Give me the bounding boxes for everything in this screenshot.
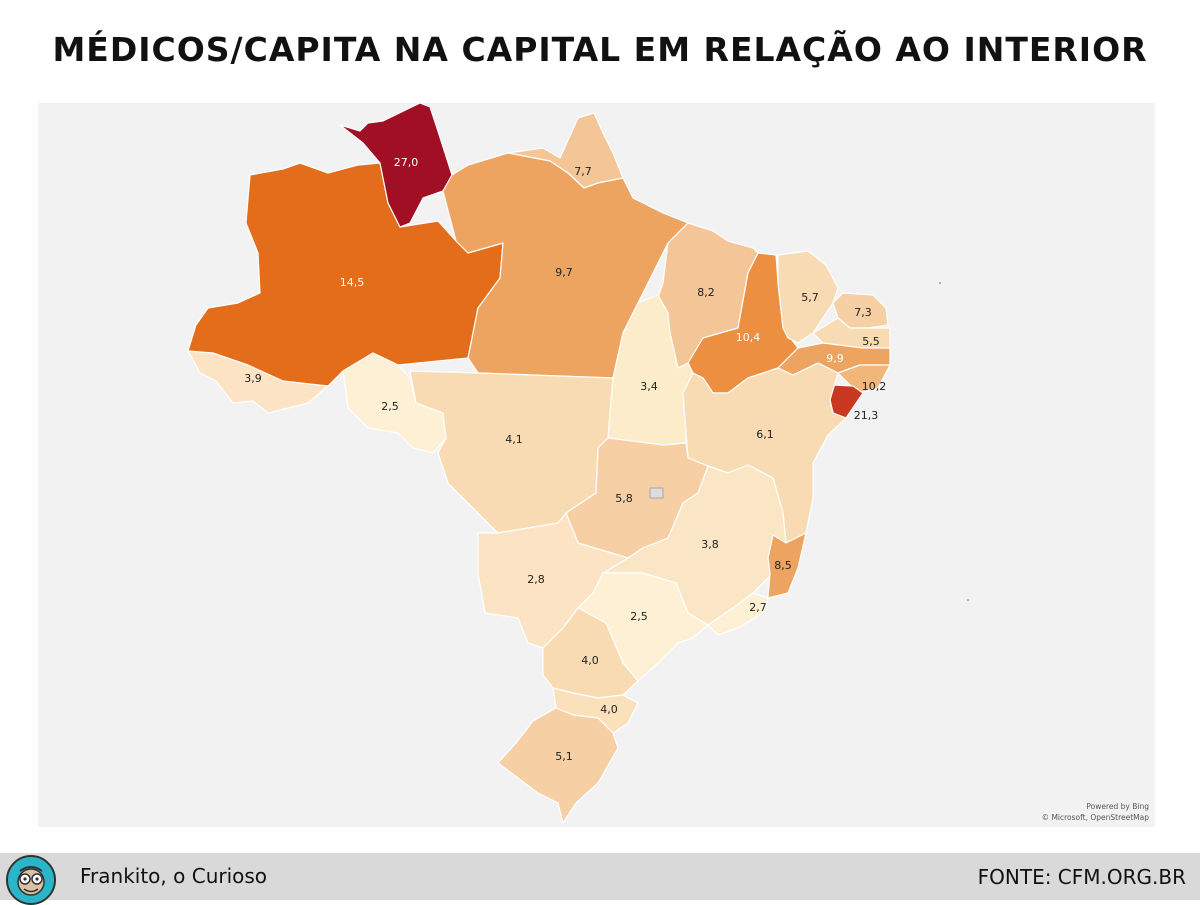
label-roraima: 27,0 [394,156,419,169]
label-rio-grande-do-norte: 7,3 [854,306,872,319]
map-dot [967,599,969,601]
federal-district[interactable] [649,487,664,499]
monkey-avatar-icon [6,855,56,905]
label-alagoas: 10,2 [862,380,887,393]
brazil-choropleth: 27,0 14,5 7,7 9,7 3,9 2,5 8,2 10,4 5,7 7… [187,103,969,824]
footer-bar: Frankito, o Curioso FONTE: CFM.ORG.BR [0,853,1200,905]
label-goias: 5,8 [615,492,633,505]
attribution-line-2: © Microsoft, OpenStreetMap [1041,813,1149,822]
state-amazonas[interactable] [187,162,504,387]
label-maranhao: 8,2 [697,286,715,299]
state-para[interactable] [442,152,689,379]
label-paraiba: 5,5 [862,335,880,348]
label-rio-de-janeiro: 2,7 [749,601,767,614]
label-pernambuco: 9,9 [826,352,844,365]
attribution-line-1: Powered by Bing [1086,802,1149,811]
source-credit: FONTE: CFM.ORG.BR [977,865,1186,889]
label-sergipe: 21,3 [854,409,879,422]
label-rondonia: 2,5 [381,400,399,413]
label-santa-catarina: 4,0 [600,703,618,716]
state-rio-de-janeiro[interactable] [707,592,769,636]
map: 27,0 14,5 7,7 9,7 3,9 2,5 8,2 10,4 5,7 7… [38,103,1155,827]
label-sao-paulo: 2,5 [630,610,648,623]
label-ceara: 5,7 [801,291,819,304]
state-parana[interactable] [542,607,639,699]
label-para: 9,7 [555,266,573,279]
state-rio-grande-do-sul[interactable] [497,707,619,824]
map-attribution: Powered by Bing © Microsoft, OpenStreetM… [1042,801,1149,823]
label-acre: 3,9 [244,372,262,385]
label-rio-grande-do-sul: 5,1 [555,750,573,763]
label-mato-grosso: 4,1 [505,433,523,446]
page-title: MÉDICOS/CAPITA NA CAPITAL EM RELAÇÃO AO … [52,30,1148,69]
label-espirito-santo: 8,5 [774,559,792,572]
label-amazonas: 14,5 [340,276,365,289]
label-mato-grosso-do-sul: 2,8 [527,573,545,586]
label-amapa: 7,7 [574,165,592,178]
label-minas-gerais: 3,8 [701,538,719,551]
map-dot [939,282,941,284]
author-name: Frankito, o Curioso [80,864,268,888]
state-rondonia[interactable] [342,352,447,454]
label-bahia: 6,1 [756,428,774,441]
label-piaui: 10,4 [736,331,761,344]
label-tocantins: 3,4 [640,380,658,393]
state-espirito-santo[interactable] [767,532,807,599]
label-parana: 4,0 [581,654,599,667]
